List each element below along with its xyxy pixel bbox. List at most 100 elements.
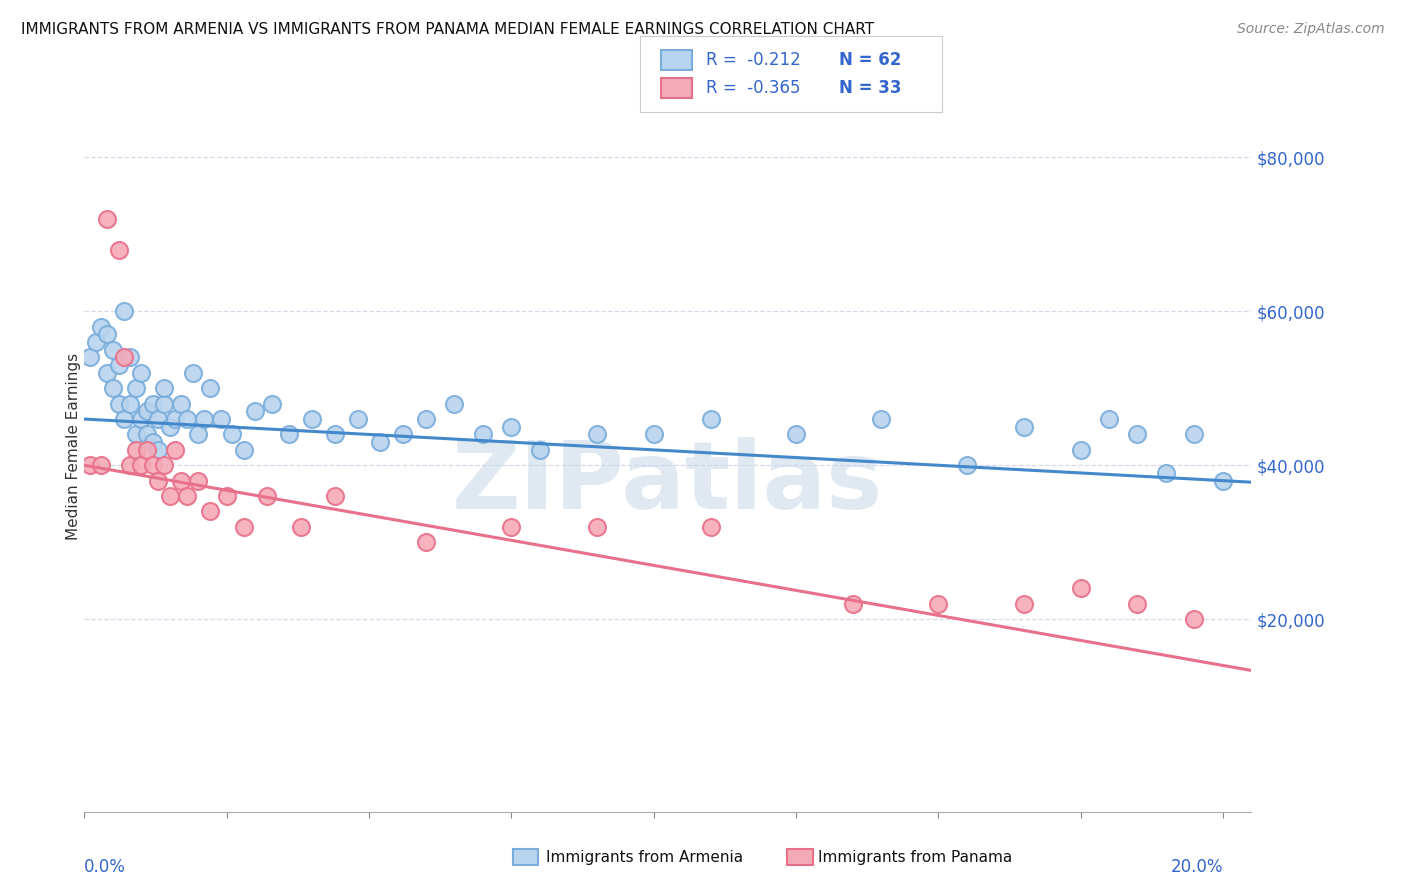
Point bbox=[79, 351, 101, 365]
Point bbox=[198, 504, 221, 518]
Point bbox=[221, 427, 243, 442]
Point bbox=[176, 412, 198, 426]
Text: 0.0%: 0.0% bbox=[84, 858, 127, 876]
Y-axis label: Median Female Earnings: Median Female Earnings bbox=[66, 352, 80, 540]
Point bbox=[346, 412, 368, 426]
Text: Immigrants from Armenia: Immigrants from Armenia bbox=[546, 850, 742, 864]
Point bbox=[159, 419, 181, 434]
Point bbox=[124, 381, 146, 395]
Point bbox=[153, 397, 176, 411]
Point bbox=[165, 442, 187, 457]
Point bbox=[1012, 597, 1035, 611]
Point bbox=[323, 489, 346, 503]
Point bbox=[165, 412, 187, 426]
Point bbox=[278, 427, 301, 442]
Point bbox=[699, 412, 721, 426]
Text: Immigrants from Panama: Immigrants from Panama bbox=[818, 850, 1012, 864]
Point bbox=[243, 404, 266, 418]
Point bbox=[176, 489, 198, 503]
Point bbox=[501, 520, 523, 534]
Point bbox=[118, 458, 141, 473]
Point bbox=[392, 427, 415, 442]
Point bbox=[159, 489, 181, 503]
Point bbox=[101, 381, 124, 395]
Point bbox=[471, 427, 494, 442]
Text: 20.0%: 20.0% bbox=[1170, 858, 1223, 876]
Point bbox=[443, 397, 465, 411]
Text: R =  -0.212: R = -0.212 bbox=[706, 51, 800, 69]
Text: ZIPatlas: ZIPatlas bbox=[453, 436, 883, 529]
Point bbox=[956, 458, 979, 473]
Point bbox=[187, 427, 209, 442]
Point bbox=[209, 412, 232, 426]
Point bbox=[323, 427, 346, 442]
Point bbox=[842, 597, 865, 611]
Point bbox=[118, 351, 141, 365]
Point bbox=[181, 366, 204, 380]
Point bbox=[96, 366, 118, 380]
Point bbox=[90, 319, 112, 334]
Point bbox=[187, 474, 209, 488]
Point bbox=[124, 442, 146, 457]
Text: N = 33: N = 33 bbox=[839, 79, 901, 97]
Point bbox=[153, 381, 176, 395]
Point bbox=[415, 535, 437, 549]
Point bbox=[1126, 597, 1149, 611]
Point bbox=[112, 351, 135, 365]
Point bbox=[1212, 474, 1234, 488]
Point bbox=[193, 412, 215, 426]
Point bbox=[153, 458, 176, 473]
Point bbox=[585, 427, 607, 442]
Point bbox=[232, 520, 254, 534]
Point bbox=[148, 474, 170, 488]
Point bbox=[198, 381, 221, 395]
Point bbox=[101, 343, 124, 357]
Text: N = 62: N = 62 bbox=[839, 51, 901, 69]
Point bbox=[84, 334, 107, 349]
Point bbox=[142, 435, 165, 450]
Point bbox=[170, 397, 193, 411]
Point bbox=[1154, 466, 1177, 480]
Point bbox=[699, 520, 721, 534]
Point bbox=[232, 442, 254, 457]
Point bbox=[96, 327, 118, 342]
Point bbox=[415, 412, 437, 426]
Point bbox=[301, 412, 323, 426]
Point bbox=[370, 435, 392, 450]
Point bbox=[585, 520, 607, 534]
Point bbox=[107, 243, 129, 257]
Point bbox=[90, 458, 112, 473]
Point bbox=[1070, 582, 1092, 596]
Point bbox=[215, 489, 238, 503]
Text: IMMIGRANTS FROM ARMENIA VS IMMIGRANTS FROM PANAMA MEDIAN FEMALE EARNINGS CORRELA: IMMIGRANTS FROM ARMENIA VS IMMIGRANTS FR… bbox=[21, 22, 875, 37]
Point bbox=[643, 427, 665, 442]
Point bbox=[107, 358, 129, 372]
Point bbox=[118, 397, 141, 411]
Point bbox=[79, 458, 101, 473]
Point bbox=[170, 474, 193, 488]
Point bbox=[1184, 612, 1206, 626]
Point bbox=[112, 304, 135, 318]
Point bbox=[136, 427, 159, 442]
Point bbox=[142, 397, 165, 411]
Point bbox=[501, 419, 523, 434]
Point bbox=[96, 211, 118, 226]
Point bbox=[262, 397, 284, 411]
Point bbox=[148, 442, 170, 457]
Point bbox=[124, 427, 146, 442]
Point bbox=[1184, 427, 1206, 442]
Point bbox=[136, 442, 159, 457]
Point bbox=[529, 442, 551, 457]
Point bbox=[1070, 442, 1092, 457]
Point bbox=[129, 458, 152, 473]
Point bbox=[129, 366, 152, 380]
Point bbox=[107, 397, 129, 411]
Point bbox=[785, 427, 807, 442]
Point bbox=[1098, 412, 1121, 426]
Point bbox=[1012, 419, 1035, 434]
Point bbox=[870, 412, 893, 426]
Point bbox=[136, 404, 159, 418]
Point bbox=[1126, 427, 1149, 442]
Point bbox=[256, 489, 278, 503]
Point bbox=[129, 412, 152, 426]
